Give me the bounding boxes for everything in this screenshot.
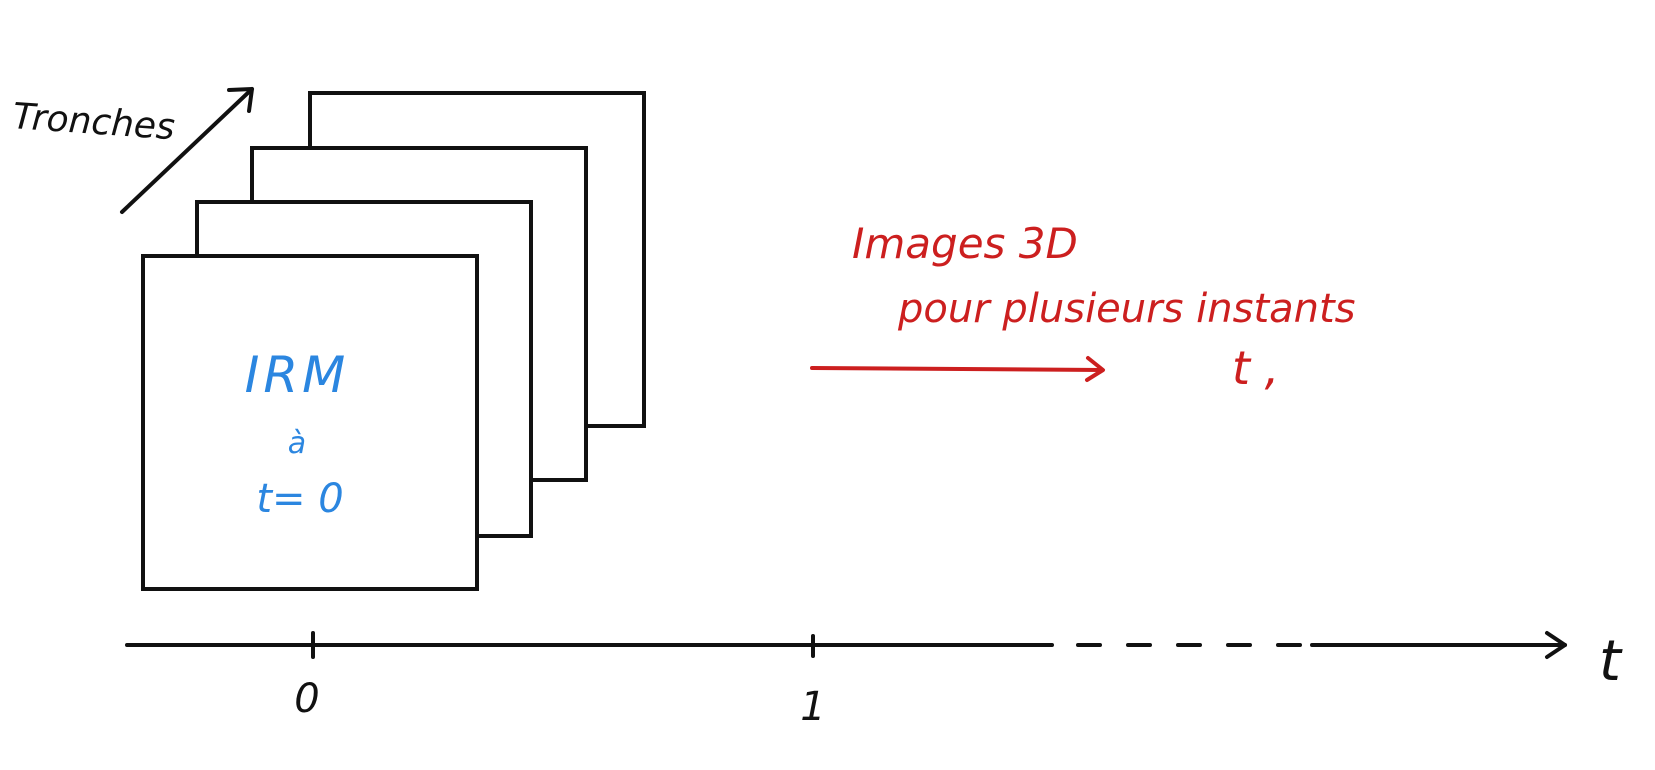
slice-direction-arrow [120,87,254,214]
axis-label: t [1599,629,1623,694]
mri-at-label: à [288,426,306,461]
mri-time-label: t= 0 [256,476,343,522]
axis-tick-label-0: 0 [294,676,319,722]
annotation-line-2: pour plusieurs instants [897,286,1356,332]
annotation-line-3: t , [1232,341,1279,395]
time-axis [125,631,1567,659]
slice-stack [141,91,646,591]
slices-label: Tronches [11,96,176,148]
mri-label: IRM [245,346,350,404]
annotation-line-1: Images 3D [852,219,1078,268]
annotation-arrow [810,356,1105,382]
axis-tick-label-1: 1 [800,684,825,730]
slice-1-front [141,254,479,591]
